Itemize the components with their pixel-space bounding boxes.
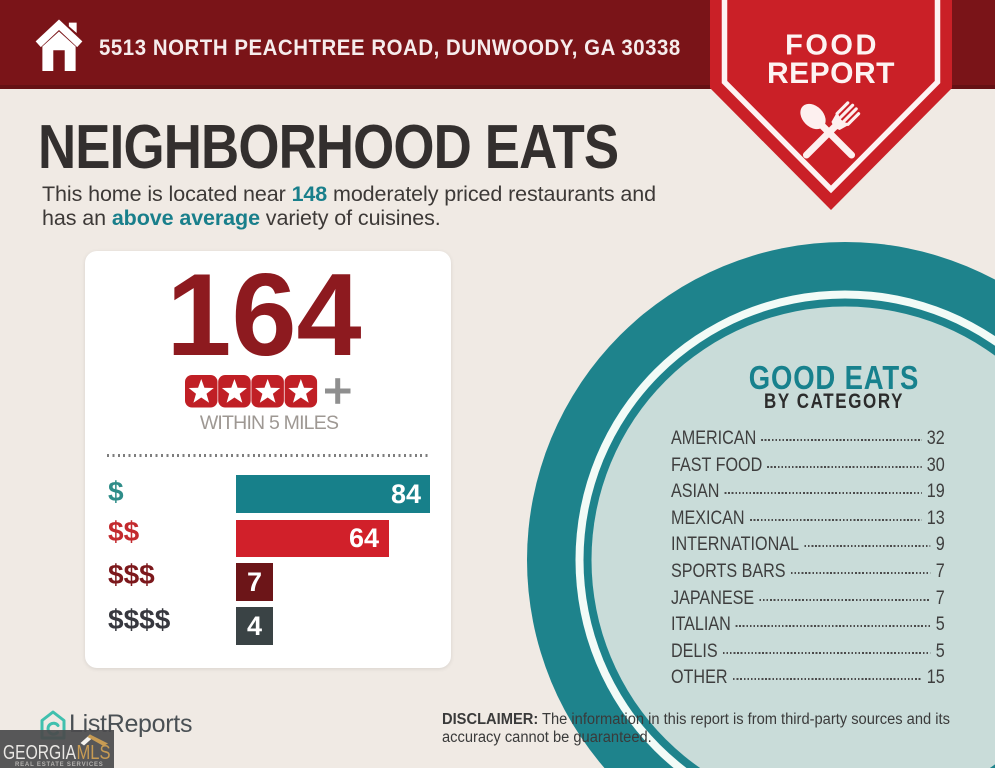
svg-text:MLS: MLS [77, 741, 111, 764]
svg-text:FOOD: FOOD [785, 30, 879, 62]
svg-text:GEORGIA: GEORGIA [3, 741, 76, 764]
svg-text:REAL ESTATE SERVICES: REAL ESTATE SERVICES [15, 762, 104, 768]
svg-text:REPORT: REPORT [767, 57, 895, 90]
